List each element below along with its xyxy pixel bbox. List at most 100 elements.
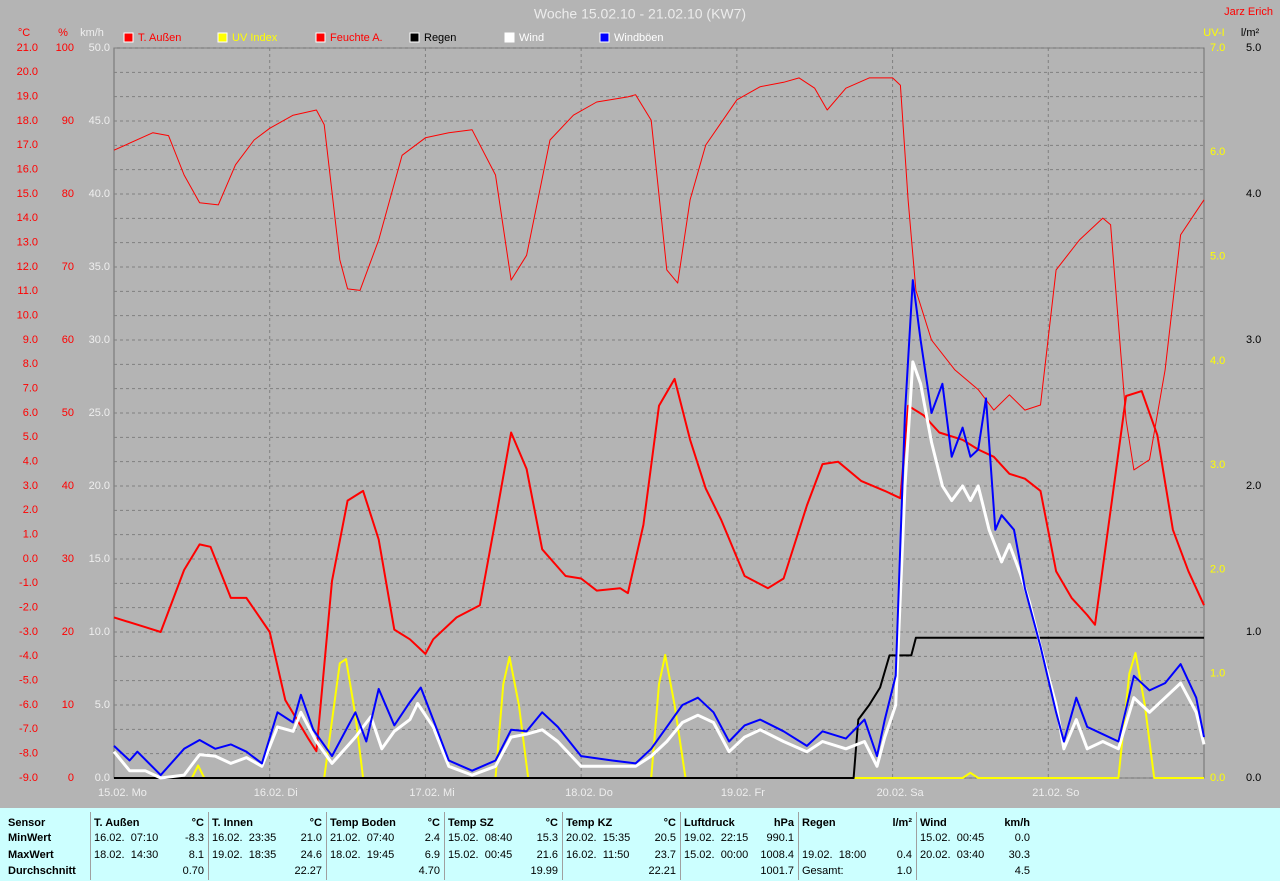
cell-value: 22.21 xyxy=(648,865,676,877)
x-tick-label: 19.02. Fr xyxy=(721,787,765,799)
y-tick-label: 6.0 xyxy=(1210,146,1225,158)
cell-time: 19.02. 18:00 xyxy=(802,849,867,861)
cell-value: 21.6 xyxy=(536,849,558,861)
y-tick-label: 14.0 xyxy=(17,212,38,224)
chart: Woche 15.02.10 - 21.02.10 (KW7) Jarz Eri… xyxy=(17,6,1273,799)
y-tick-label: 2.0 xyxy=(1210,563,1225,575)
row-label: Durchschnitt xyxy=(8,865,76,877)
y-tick-label: -9.0 xyxy=(19,772,38,784)
column-unit: °C xyxy=(427,817,440,829)
y-tick-label: 13.0 xyxy=(17,237,38,249)
series-line xyxy=(113,279,1205,777)
cell-time: 18.02. 19:45 xyxy=(330,849,395,861)
chart-title: Woche 15.02.10 - 21.02.10 (KW7) xyxy=(534,6,746,22)
column-header: Temp Boden xyxy=(330,817,396,829)
y-tick-label: 30 xyxy=(62,553,74,565)
legend-swatch xyxy=(409,32,420,43)
y-tick-label: 1.0 xyxy=(23,529,38,541)
cell-value: 24.6 xyxy=(300,849,322,861)
y-tick-label: 7.0 xyxy=(1210,42,1225,54)
column-separator xyxy=(326,812,327,880)
column-separator xyxy=(562,812,563,880)
column-header: Temp KZ xyxy=(566,817,613,829)
y-tick-label: -3.0 xyxy=(19,626,38,638)
y-tick-label: 3.0 xyxy=(1246,334,1261,346)
series-line xyxy=(113,377,1205,753)
y-tick-label: 7.0 xyxy=(23,383,38,395)
y-tick-label: 10.0 xyxy=(89,626,110,638)
axis-unit: °C xyxy=(18,27,30,39)
y-tick-label: 2.0 xyxy=(23,504,38,516)
y-tick-label: 50 xyxy=(62,407,74,419)
y-tick-label: 17.0 xyxy=(17,139,38,151)
cell-time: 16.02. 11:50 xyxy=(566,849,630,861)
legend-label: Wind xyxy=(519,32,544,44)
cell-value: 22.27 xyxy=(294,865,322,877)
y-tick-label: 21.0 xyxy=(17,42,38,54)
column-unit: l/m² xyxy=(892,817,912,829)
cell-time: Gesamt: xyxy=(802,865,844,877)
column-unit: km/h xyxy=(1004,817,1030,829)
column-unit: °C xyxy=(663,817,676,829)
y-tick-label: 2.0 xyxy=(1246,480,1261,492)
column-header: T. Innen xyxy=(212,817,253,829)
column-header: Wind xyxy=(920,817,947,829)
x-tick-label: 15.02. Mo xyxy=(98,787,147,799)
x-tick-label: 20.02. Sa xyxy=(877,787,925,799)
author: Jarz Erich xyxy=(1224,6,1273,18)
y-tick-label: 35.0 xyxy=(89,261,110,273)
column-unit: hPa xyxy=(773,817,794,829)
column-header: Regen xyxy=(802,817,836,829)
column-unit: °C xyxy=(545,817,558,829)
y-tick-label: 50.0 xyxy=(89,42,110,54)
cell-time: 18.02. 14:30 xyxy=(94,849,159,861)
cell-time: 16.02. 07:10 xyxy=(94,832,159,844)
axis-unit: km/h xyxy=(80,27,104,39)
y-tick-label: 20.0 xyxy=(89,480,110,492)
column-unit: °C xyxy=(191,817,204,829)
y-tick-label: 25.0 xyxy=(89,407,110,419)
column-separator xyxy=(680,812,681,880)
axis-unit: l/m² xyxy=(1241,27,1260,39)
series-line xyxy=(114,636,1204,779)
cell-time: 19.02. 18:35 xyxy=(212,849,277,861)
cell-value: 0.0 xyxy=(1014,832,1030,844)
column-header: Temp SZ xyxy=(448,817,494,829)
y-tick-label: 18.0 xyxy=(17,115,38,127)
y-tick-label: 5.0 xyxy=(95,699,110,711)
y-tick-label: 4.0 xyxy=(1210,355,1225,367)
legend-swatch xyxy=(315,32,326,43)
cell-value: 6.9 xyxy=(424,849,440,861)
column-header: T. Außen xyxy=(94,817,140,829)
y-tick-label: 11.0 xyxy=(17,285,38,297)
cell-time: 20.02. 03:40 xyxy=(920,849,985,861)
cell-time: 15.02. 00:45 xyxy=(920,832,985,844)
y-tick-label: 19.0 xyxy=(17,91,38,103)
y-tick-label: 0.0 xyxy=(1246,772,1261,784)
y-tick-label: 30.0 xyxy=(89,334,110,346)
row-label: Sensor xyxy=(8,817,46,829)
y-tick-label: 45.0 xyxy=(89,115,110,127)
y-tick-label: 10.0 xyxy=(17,310,38,322)
legend-swatch xyxy=(123,32,134,43)
cell-value: 4.70 xyxy=(418,865,440,877)
cell-value: 15.3 xyxy=(536,832,558,844)
y-tick-label: 1.0 xyxy=(1210,668,1225,680)
legend-label: Windböen xyxy=(614,32,664,44)
y-tick-label: 9.0 xyxy=(23,334,38,346)
y-tick-label: 20 xyxy=(62,626,74,638)
cell-value: 8.1 xyxy=(188,849,204,861)
y-tick-label: 6.0 xyxy=(23,407,38,419)
row-label: MinWert xyxy=(8,832,52,844)
y-tick-label: 5.0 xyxy=(1210,250,1225,262)
legend-swatch xyxy=(599,32,610,43)
column-separator xyxy=(208,812,209,880)
y-tick-label: 40 xyxy=(62,480,74,492)
legend-label: Regen xyxy=(424,32,456,44)
x-tick-label: 18.02. Do xyxy=(565,787,613,799)
cell-value: 20.5 xyxy=(654,832,676,844)
y-tick-label: 4.0 xyxy=(23,456,38,468)
cell-value: 1008.4 xyxy=(760,849,794,861)
cell-value: 0.4 xyxy=(896,849,912,861)
